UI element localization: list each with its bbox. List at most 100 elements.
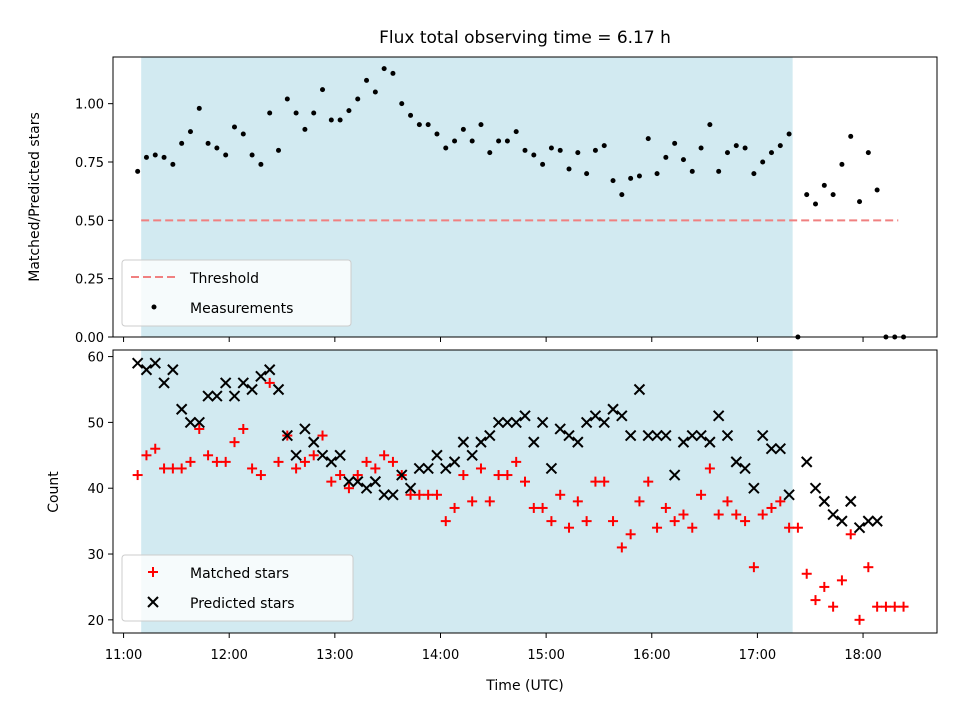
measurement-point xyxy=(135,168,141,174)
measurement-point xyxy=(742,145,748,151)
measurement-point xyxy=(276,147,282,153)
top-panel-x-ticks xyxy=(123,337,864,342)
measurement-point xyxy=(320,87,326,93)
predicted-star-point xyxy=(572,436,584,448)
matched-star-point xyxy=(863,562,874,573)
matched-star-point xyxy=(678,509,689,520)
matched-star-point xyxy=(555,489,566,500)
y-tick-label: 60 xyxy=(87,351,104,366)
predicted-star-point xyxy=(334,449,346,462)
top-panel-marks xyxy=(135,66,907,340)
measurement-point xyxy=(267,110,273,116)
matched-star-point xyxy=(652,522,663,533)
predicted-star-point xyxy=(255,370,267,383)
matched-star-point xyxy=(317,430,328,441)
matched-star-point xyxy=(590,476,601,487)
matched-star-point xyxy=(748,562,759,573)
matched-star-point xyxy=(801,568,812,579)
y-tick-label: 0.00 xyxy=(75,331,104,346)
predicted-star-point xyxy=(721,429,734,442)
measurement-point xyxy=(584,171,590,177)
measurement-point xyxy=(540,161,546,167)
predicted-star-point xyxy=(484,429,496,442)
matched-star-point xyxy=(722,496,733,507)
measurement-point xyxy=(848,133,854,139)
matched-star-point xyxy=(484,496,495,507)
predicted-star-point xyxy=(492,416,505,429)
matched-star-point xyxy=(352,470,363,481)
measurements-legend-label: Measurements xyxy=(190,301,293,317)
measurement-point xyxy=(592,147,598,153)
matched-star-point xyxy=(872,601,883,612)
predicted-star-point xyxy=(686,429,698,442)
measurement-point xyxy=(408,112,414,118)
x-tick-label: 16:00 xyxy=(633,648,670,663)
matched-star-point xyxy=(775,496,786,507)
predicted-star-point xyxy=(219,377,232,389)
matched-star-point xyxy=(502,470,513,481)
predicted-star-point xyxy=(140,364,153,376)
matched-star-point xyxy=(167,463,178,474)
bottom-panel-y-ticks: 20 30 40 50 60 xyxy=(87,351,113,629)
predicted-star-point xyxy=(246,383,258,396)
y-tick-label: 0.75 xyxy=(75,156,104,171)
predicted-star-point xyxy=(299,423,311,435)
matched-star-point xyxy=(520,476,530,487)
measurement-point xyxy=(636,173,642,179)
measurement-point xyxy=(821,182,827,188)
measurement-point xyxy=(443,145,449,151)
bottom-panel: 20 30 40 50 60 11:00 12:00 13:00 14:00 15:00 16:0… xyxy=(46,349,938,694)
measurement-point xyxy=(601,143,607,149)
predicted-star-point xyxy=(211,390,223,402)
matched-star-point xyxy=(379,450,390,461)
measurement-point xyxy=(328,117,334,123)
matched-star-point xyxy=(335,470,346,481)
predicted-star-point xyxy=(369,475,382,488)
predicted-star-point xyxy=(325,456,338,468)
measurement-point xyxy=(416,122,422,128)
predicted-star-point xyxy=(554,423,566,435)
bottom-panel-legend: Matched stars Predicted stars xyxy=(121,554,354,622)
matched-star-point xyxy=(616,542,627,553)
predicted-star-point xyxy=(396,469,408,481)
threshold-legend-label: Threshold xyxy=(189,271,259,287)
matched-star-point xyxy=(528,502,539,513)
predicted-star-point xyxy=(695,429,707,442)
matched-star-point xyxy=(854,614,865,625)
measurement-point xyxy=(707,122,713,128)
matched-star-point xyxy=(387,456,398,467)
predicted-star-point xyxy=(448,456,461,468)
predicted-star-point xyxy=(167,364,179,376)
matched-star-point xyxy=(766,502,777,513)
matched-star-point xyxy=(326,476,337,487)
matched-star-point xyxy=(370,463,381,474)
matched-star-point xyxy=(836,575,847,586)
predicted-star-point xyxy=(387,489,399,501)
matched-star-point xyxy=(608,516,619,527)
measurement-point xyxy=(575,150,581,156)
predicted-star-point xyxy=(853,521,866,534)
matched-star-point xyxy=(625,529,636,540)
matched-star-point xyxy=(467,496,478,507)
predicted-star-point xyxy=(827,508,839,521)
x-axis-label: Time (UTC) xyxy=(485,678,563,694)
measurement-point xyxy=(293,110,299,116)
measurement-point xyxy=(249,152,255,158)
matched-star-point xyxy=(264,377,275,388)
matched-star-point xyxy=(132,470,143,481)
measurement-point xyxy=(425,122,431,128)
matched-star-point xyxy=(238,423,249,434)
predicted-star-point xyxy=(756,429,769,442)
measurement-point xyxy=(478,122,484,128)
top-panel-frame xyxy=(112,56,938,338)
y-tick-label: 0.25 xyxy=(75,273,104,288)
predicted-star-point xyxy=(510,416,522,429)
predicted-stars-legend-swatch xyxy=(147,596,159,608)
matched-star-point xyxy=(828,601,839,612)
predicted-star-point xyxy=(360,482,373,494)
matched-star-point xyxy=(141,450,152,461)
measurement-point xyxy=(390,70,396,76)
x-tick-label: 13:00 xyxy=(316,648,353,663)
y-tick-label: 1.00 xyxy=(75,98,104,113)
bottom-panel-frame xyxy=(112,349,938,634)
